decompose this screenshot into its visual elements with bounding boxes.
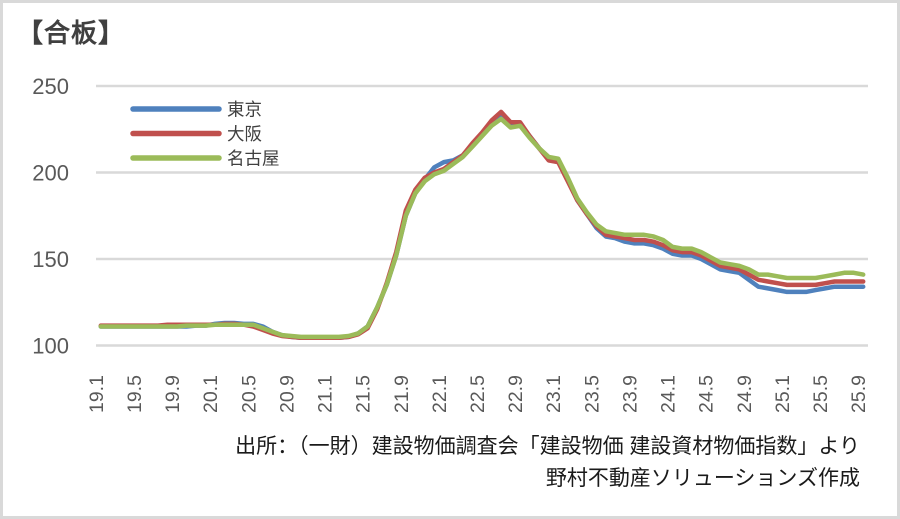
y-axis-labels: 250 200 150 100 bbox=[32, 74, 69, 359]
x-tick-label: 25.9 bbox=[848, 375, 870, 413]
y-tick-label: 200 bbox=[32, 161, 69, 186]
plot-area: 250 200 150 100 19.1 19.5 19.9 20.1 20.5 20.9 21.… bbox=[32, 74, 870, 413]
legend-label-1: 東京 bbox=[227, 100, 262, 120]
legend-label-2: 大阪 bbox=[227, 124, 262, 144]
x-tick-label: 24.9 bbox=[734, 375, 756, 413]
x-tick-label: 22.9 bbox=[505, 375, 527, 413]
x-tick-label: 21.9 bbox=[391, 375, 413, 413]
x-tick-label: 23.9 bbox=[619, 375, 641, 413]
legend-label-3: 名古屋 bbox=[227, 149, 280, 169]
x-tick-label: 23.5 bbox=[581, 375, 603, 413]
source-note: 出所：（一財）建設物価調査会「建設物価 建設資材物価指数」より 野村不動産ソリュ… bbox=[60, 431, 860, 495]
x-tick-label: 19.9 bbox=[162, 375, 184, 413]
x-tick-label: 20.9 bbox=[276, 375, 298, 413]
series-line-1 bbox=[98, 113, 866, 340]
series-line-3 bbox=[98, 116, 866, 340]
source-line-1: 出所：（一財）建設物価調査会「建設物価 建設資材物価指数」より bbox=[235, 435, 860, 458]
x-tick-label: 25.5 bbox=[810, 375, 832, 413]
series-lines bbox=[98, 109, 866, 340]
x-tick-label: 23.1 bbox=[543, 375, 565, 413]
x-tick-label: 21.5 bbox=[353, 375, 375, 413]
x-tick-label: 20.5 bbox=[238, 375, 260, 413]
gridlines bbox=[96, 84, 868, 347]
x-tick-label: 25.1 bbox=[772, 375, 794, 413]
y-tick-label: 150 bbox=[32, 247, 69, 272]
x-tick-label: 22.1 bbox=[429, 375, 451, 413]
x-tick-label: 21.1 bbox=[315, 375, 337, 413]
x-tick-label: 22.5 bbox=[467, 375, 489, 413]
x-tick-label: 24.1 bbox=[658, 375, 680, 413]
series-line-2 bbox=[98, 109, 866, 340]
x-tick-label: 24.5 bbox=[696, 375, 718, 413]
x-tick-label: 19.1 bbox=[86, 375, 108, 413]
y-tick-label: 250 bbox=[32, 74, 69, 99]
y-tick-label: 100 bbox=[32, 334, 69, 359]
x-axis-labels: 19.1 19.5 19.9 20.1 20.5 20.9 21.1 21.5 21.9 22.1… bbox=[86, 375, 870, 413]
x-tick-label: 20.1 bbox=[200, 375, 222, 413]
x-tick-label: 19.5 bbox=[124, 375, 146, 413]
chart-title: 【合板】 bbox=[17, 18, 126, 48]
source-line-2: 野村不動産ソリューションズ作成 bbox=[545, 467, 860, 490]
